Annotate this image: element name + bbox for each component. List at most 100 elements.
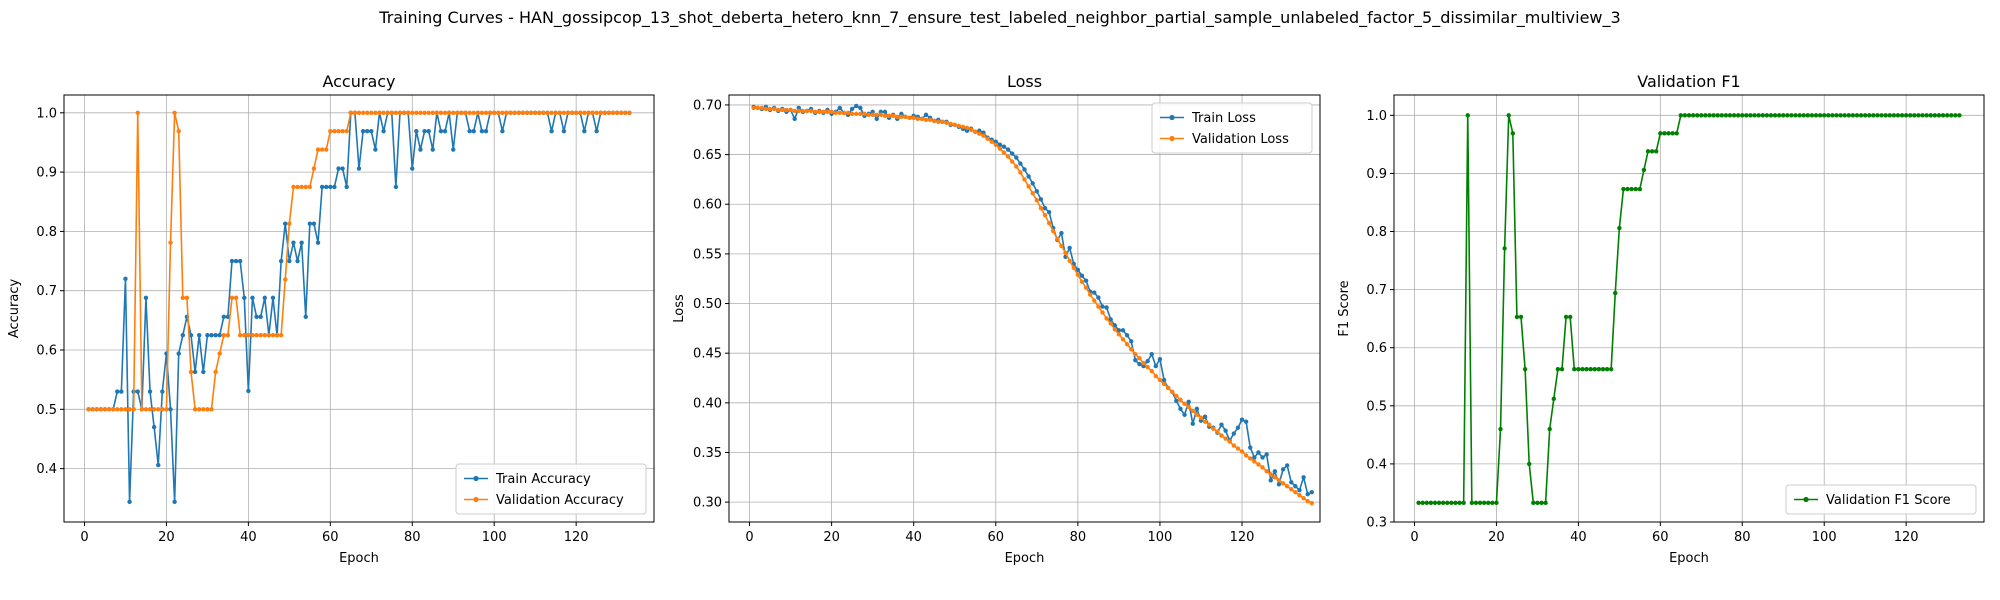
data-point	[1116, 328, 1122, 333]
data-point	[1772, 113, 1778, 118]
series-line	[753, 107, 1313, 504]
data-point	[414, 110, 419, 115]
data-point	[1198, 415, 1204, 420]
data-point	[1289, 480, 1294, 485]
y-tick-label: 0.8	[1366, 225, 1387, 240]
series-validation-accuracy	[86, 110, 632, 412]
y-tick-label: 0.55	[693, 247, 722, 262]
data-point	[1781, 113, 1786, 118]
data-point	[221, 332, 226, 338]
data-point	[1042, 212, 1048, 218]
data-point	[1170, 389, 1175, 395]
data-point	[377, 110, 382, 115]
chart-panel-1: 0 20 40 60 80 100 120 0.30 0.35 0.40 0.45 0.50 0.55 0…	[672, 72, 1321, 566]
data-point	[287, 258, 292, 264]
data-point	[299, 184, 304, 190]
data-point	[985, 136, 990, 141]
data-point	[1145, 364, 1150, 370]
data-point	[1014, 164, 1019, 169]
data-point	[319, 147, 325, 152]
data-point	[1026, 184, 1031, 189]
data-point	[147, 407, 153, 412]
data-point	[172, 110, 177, 115]
data-point	[578, 110, 583, 115]
data-point	[854, 103, 859, 109]
axes-title: Validation F1	[1637, 72, 1740, 91]
data-point	[1547, 426, 1552, 432]
data-point	[927, 117, 933, 123]
data-point	[1785, 113, 1790, 118]
data-point	[1190, 408, 1195, 413]
x-tick-label: 0	[80, 530, 88, 545]
series-line	[88, 111, 630, 411]
data-point	[520, 110, 526, 115]
data-point	[135, 389, 140, 394]
data-point	[1141, 360, 1146, 366]
data-point	[315, 147, 321, 152]
data-point	[270, 295, 276, 301]
data-point	[1949, 113, 1954, 118]
data-point	[315, 240, 321, 245]
data-point	[1658, 131, 1663, 136]
data-point	[1801, 113, 1806, 118]
data-point	[110, 407, 116, 412]
axes-title: Loss	[1007, 72, 1042, 91]
data-point	[291, 184, 296, 190]
data-point	[1957, 113, 1962, 118]
data-point	[205, 407, 210, 412]
data-point	[1133, 351, 1138, 357]
data-point	[278, 332, 284, 338]
data-point	[328, 128, 333, 134]
data-point	[1527, 461, 1532, 467]
data-point	[1075, 272, 1081, 277]
data-point	[1862, 113, 1868, 118]
data-point	[459, 110, 464, 115]
data-point	[500, 110, 505, 115]
data-point	[545, 110, 550, 115]
x-axis-label: Epoch	[1005, 551, 1045, 566]
data-point	[303, 184, 308, 190]
data-point	[1686, 113, 1692, 118]
data-point	[919, 116, 925, 122]
data-point	[389, 110, 394, 115]
data-point	[94, 407, 99, 412]
legend-marker	[1169, 114, 1175, 121]
data-point	[307, 184, 313, 190]
data-point	[1567, 314, 1573, 320]
data-point	[1621, 186, 1626, 192]
data-point	[483, 110, 489, 115]
data-point	[1760, 113, 1765, 118]
data-point	[176, 351, 181, 356]
data-point	[369, 110, 374, 115]
data-point	[119, 407, 124, 412]
data-point	[291, 240, 296, 245]
y-tick-label: 0.3	[1366, 516, 1387, 531]
data-point	[1256, 462, 1261, 467]
data-point	[463, 110, 468, 115]
data-point	[614, 110, 620, 115]
data-point	[188, 332, 194, 338]
data-point	[771, 106, 777, 112]
data-point	[151, 424, 157, 430]
data-point	[977, 131, 982, 136]
data-point	[1895, 113, 1901, 118]
data-point	[1797, 113, 1802, 118]
data-point	[1046, 209, 1052, 215]
data-point	[1182, 401, 1187, 407]
data-point	[344, 128, 349, 134]
data-point	[340, 128, 345, 134]
data-point	[516, 110, 521, 115]
data-point	[882, 113, 888, 119]
data-point	[923, 117, 929, 123]
data-point	[1276, 478, 1282, 483]
data-point	[221, 314, 226, 319]
data-point	[102, 407, 108, 412]
data-point	[229, 295, 235, 301]
series-validation-loss	[751, 105, 1314, 506]
x-tick-label: 100	[482, 530, 507, 545]
data-point	[213, 369, 218, 375]
data-point	[1793, 113, 1798, 118]
data-point	[1461, 500, 1466, 506]
data-point	[1563, 314, 1569, 320]
data-point	[1129, 339, 1134, 344]
